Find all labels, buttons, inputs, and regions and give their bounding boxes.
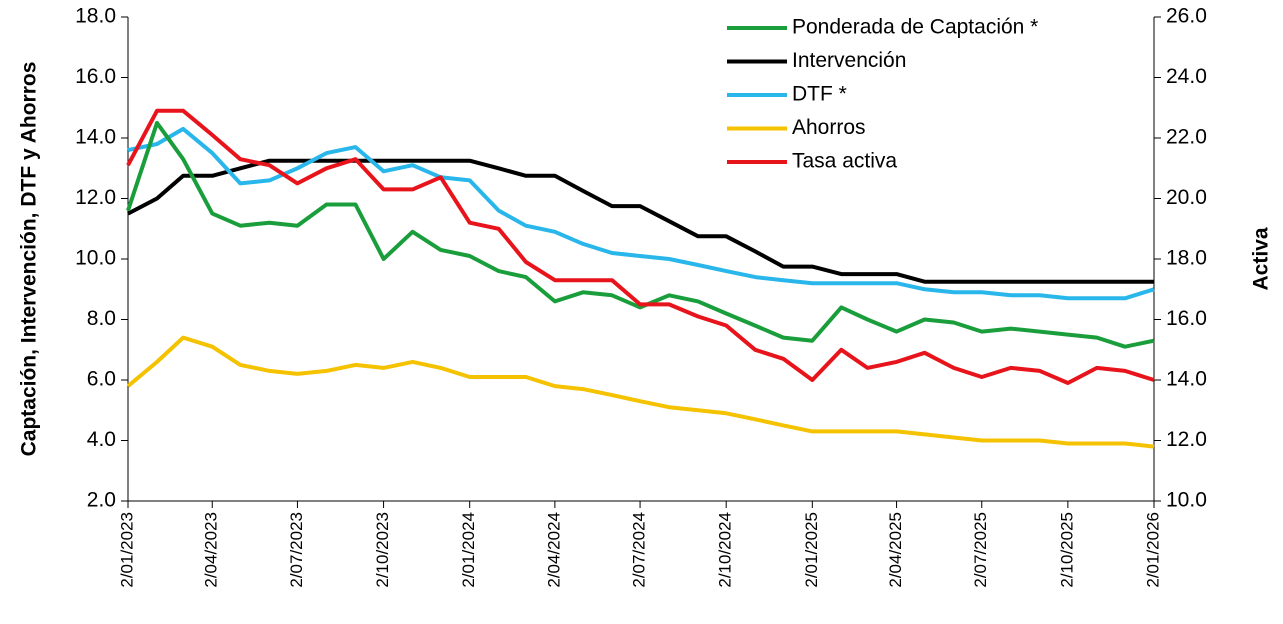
y-tick-label: 8.0 bbox=[87, 307, 116, 330]
y-axis-label: Captación, Intervención, DTF y Ahorros bbox=[18, 62, 41, 457]
y-tick-label: 2.0 bbox=[87, 489, 116, 512]
y2-tick-label: 16.0 bbox=[1166, 307, 1207, 330]
y2-tick-label: 14.0 bbox=[1166, 368, 1207, 391]
legend-label: Ponderada de Captación * bbox=[792, 16, 1038, 39]
x-tick-label: 2/10/2023 bbox=[373, 512, 392, 588]
legend-label: DTF * bbox=[792, 83, 847, 106]
x-tick-label: 2/10/2025 bbox=[1057, 512, 1076, 588]
x-tick-label: 2/01/2023 bbox=[117, 512, 136, 588]
y2-tick-label: 18.0 bbox=[1166, 247, 1207, 270]
series-line bbox=[127, 126, 1155, 301]
series-line bbox=[126, 120, 1155, 349]
x-tick-label: 2/01/2025 bbox=[802, 512, 821, 588]
y-tick-label: 16.0 bbox=[75, 65, 116, 88]
y2-tick-label: 22.0 bbox=[1166, 126, 1207, 149]
series-line bbox=[127, 158, 1154, 284]
y2-tick-label: 26.0 bbox=[1166, 5, 1207, 28]
y-tick-label: 18.0 bbox=[75, 5, 116, 28]
y-tick-label: 14.0 bbox=[75, 126, 116, 149]
y2-tick-label: 10.0 bbox=[1166, 489, 1207, 512]
series-line bbox=[126, 108, 1155, 385]
y-tick-label: 12.0 bbox=[75, 186, 116, 209]
y2-tick-label: 12.0 bbox=[1166, 428, 1207, 451]
legend-label: Tasa activa bbox=[792, 150, 897, 173]
y-tick-label: 6.0 bbox=[87, 368, 116, 391]
x-tick-label: 2/01/2026 bbox=[1143, 512, 1162, 588]
x-tick-label: 2/04/2024 bbox=[544, 512, 563, 588]
x-tick-label: 2/07/2025 bbox=[971, 512, 990, 588]
y2-tick-label: 24.0 bbox=[1166, 65, 1207, 88]
x-tick-label: 2/04/2025 bbox=[886, 512, 905, 588]
legend-label: Ahorros bbox=[792, 116, 866, 139]
x-tick-label: 2/07/2024 bbox=[630, 512, 649, 588]
x-tick-label: 2/01/2024 bbox=[459, 512, 478, 588]
x-tick-label: 2/10/2024 bbox=[716, 512, 735, 588]
y2-tick-label: 20.0 bbox=[1166, 186, 1207, 209]
y-tick-label: 4.0 bbox=[87, 428, 116, 451]
y2-axis-label: Activa bbox=[1250, 227, 1273, 290]
legend-label: Intervención bbox=[792, 49, 906, 72]
x-tick-label: 2/07/2023 bbox=[287, 512, 306, 588]
x-tick-label: 2/04/2023 bbox=[202, 512, 221, 588]
y-tick-label: 10.0 bbox=[75, 247, 116, 270]
series-line bbox=[126, 335, 1155, 449]
